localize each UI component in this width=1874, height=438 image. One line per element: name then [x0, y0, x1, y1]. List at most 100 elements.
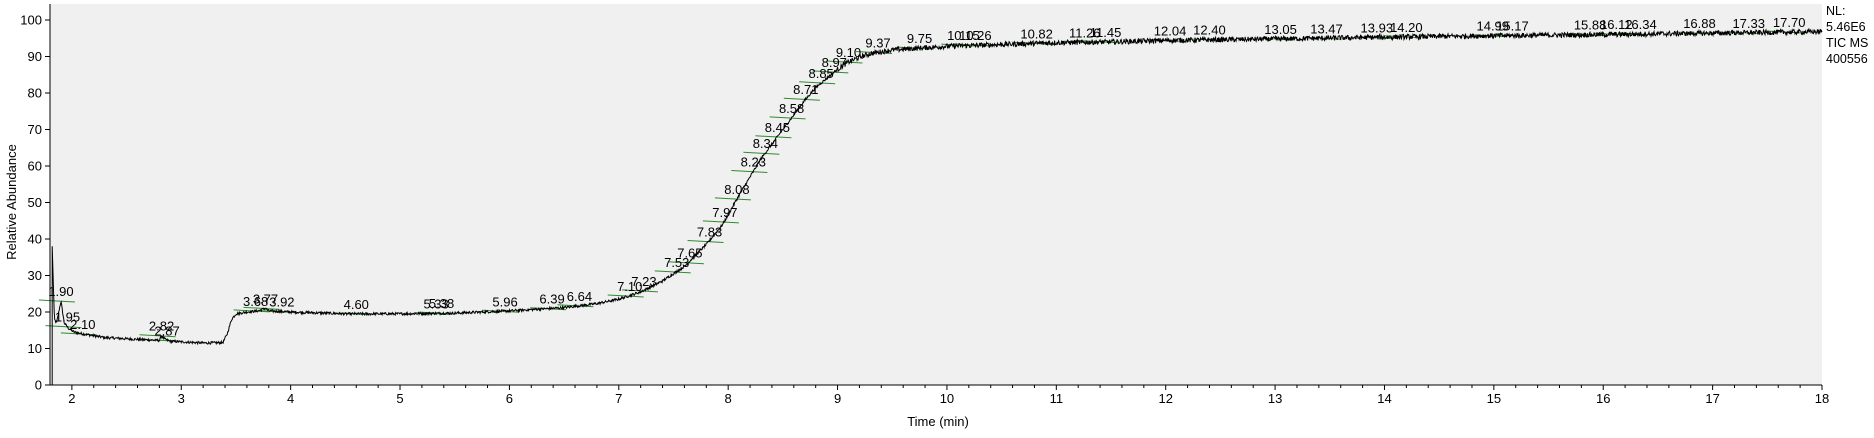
peak-baseline — [702, 220, 739, 224]
peak-label: 11.45 — [1090, 25, 1122, 40]
x-tick-label: 15 — [1487, 391, 1501, 406]
axes — [49, 4, 1822, 386]
nl-value: 5.46E6 — [1826, 20, 1866, 34]
peak-baseline — [783, 97, 820, 101]
plot-area — [50, 4, 1822, 385]
peak-baseline — [755, 135, 792, 139]
peak-baseline — [799, 81, 836, 85]
nl-label: NL: — [1826, 4, 1846, 18]
peak-label: 7.65 — [677, 246, 702, 261]
peak-baseline — [743, 151, 780, 155]
peak-baseline — [45, 325, 82, 329]
peak-label: 8.34 — [753, 136, 778, 151]
peak-label: 12.40 — [1193, 23, 1226, 38]
peak-label: 10.26 — [959, 28, 992, 43]
peak-baseline — [714, 197, 751, 201]
peak-label: 12.04 — [1154, 23, 1187, 38]
peak-label: 3.77 — [253, 291, 278, 306]
peak-label: 16.12 — [1600, 17, 1633, 32]
peak-baseline — [1677, 31, 1714, 35]
peak-label: 5.96 — [492, 294, 517, 309]
peak-label: 2.82 — [149, 319, 174, 334]
peak-label: 10.82 — [1020, 26, 1053, 41]
x-tick-label: 18 — [1815, 391, 1829, 406]
peak-label: 9.10 — [836, 45, 861, 60]
peak-label: 10.15 — [947, 28, 980, 43]
x-tick-label: 8 — [725, 391, 732, 406]
peak-baseline — [769, 116, 806, 120]
y-tick-label: 40 — [28, 232, 42, 247]
peak-label: 3.92 — [269, 295, 294, 310]
x-tick-label: 6 — [506, 391, 513, 406]
trace-info: NL: 5.46E6 TIC MS 400556 — [1826, 3, 1868, 67]
x-tick-label: 2 — [68, 391, 75, 406]
peak-label: 16.34 — [1624, 17, 1657, 32]
peak-baseline — [812, 70, 849, 74]
peak-label: 4.60 — [344, 297, 369, 312]
peak-label: 7.10 — [617, 279, 642, 294]
peak-label: 2.87 — [154, 323, 179, 338]
y-axis-title: Relative Abundance — [4, 144, 19, 260]
peak-label: 14.20 — [1390, 20, 1423, 35]
peak-label: 9.37 — [865, 35, 890, 50]
peak-label: 1.95 — [55, 310, 80, 325]
x-tick-label: 17 — [1705, 391, 1719, 406]
peak-label: 7.83 — [697, 225, 722, 240]
y-tick-label: 10 — [28, 341, 42, 356]
peak-label: 8.97 — [822, 55, 847, 70]
peak-label: 8.85 — [808, 66, 833, 81]
x-tick-label: 13 — [1268, 391, 1282, 406]
y-tick-label: 80 — [28, 86, 42, 101]
peak-label: 8.45 — [765, 120, 790, 135]
peak-label: 8.71 — [793, 82, 818, 97]
tic-trace — [51, 27, 1823, 385]
peak-label: 9.75 — [907, 31, 932, 46]
peak-label: 5.38 — [429, 296, 454, 311]
x-tick-label: 5 — [396, 391, 403, 406]
axis-ticks: 0 10 20 30 40 50 60 70 80 90 100 2 3 4 5 6 7 8 9 10 11 12 13 14… — [20, 13, 1829, 407]
y-tick-label: 50 — [28, 195, 42, 210]
file-id: 400556 — [1826, 52, 1868, 66]
peak-label: 6.39 — [539, 292, 564, 307]
peak-label: 7.53 — [664, 255, 689, 270]
peak-baseline — [38, 299, 75, 303]
peak-baseline — [667, 261, 704, 265]
y-tick-label: 20 — [28, 305, 42, 320]
peak-label: 13.93 — [1361, 21, 1394, 36]
peak-label: 7.97 — [712, 205, 737, 220]
peak-label: 13.05 — [1264, 22, 1297, 37]
peak-label: 17.33 — [1732, 16, 1765, 31]
peak-labels: 1.90 1.952.10 2.822.87 3.683.773.92 4.60 5.33… — [48, 15, 1805, 338]
peak-label: 8.08 — [724, 182, 749, 197]
y-tick-label: 100 — [20, 13, 42, 28]
x-tick-label: 3 — [178, 391, 185, 406]
peak-label: 8.23 — [741, 154, 766, 169]
x-tick-label: 16 — [1596, 391, 1610, 406]
peak-baseline — [687, 240, 724, 244]
peak-label: 5.33 — [423, 296, 448, 311]
peak-baseline — [243, 306, 280, 310]
peak-baseline — [139, 334, 176, 338]
peak-label: 14.99 — [1476, 19, 1509, 34]
peak-label: 3.68 — [243, 294, 268, 309]
peak-label: 15.17 — [1496, 18, 1529, 33]
y-tick-label: 60 — [28, 159, 42, 174]
peak-baseline — [731, 169, 768, 173]
peak-label: 6.64 — [567, 289, 592, 304]
x-tick-label: 12 — [1158, 391, 1172, 406]
y-tick-label: 70 — [28, 122, 42, 137]
x-tick-label: 10 — [940, 391, 954, 406]
peak-label: 8.58 — [779, 101, 804, 116]
x-tick-label: 11 — [1050, 391, 1064, 406]
peak-label: 11.26 — [1069, 25, 1101, 40]
peak-label: 16.88 — [1683, 16, 1716, 31]
y-tick-label: 0 — [35, 378, 42, 393]
trace-type: TIC MS — [1826, 36, 1869, 50]
x-tick-label: 14 — [1377, 391, 1391, 406]
peak-baseline — [826, 60, 863, 64]
y-tick-label: 90 — [28, 49, 42, 64]
x-tick-label: 4 — [287, 391, 294, 406]
x-tick-label: 7 — [615, 391, 622, 406]
peak-label: 17.70 — [1773, 15, 1806, 30]
